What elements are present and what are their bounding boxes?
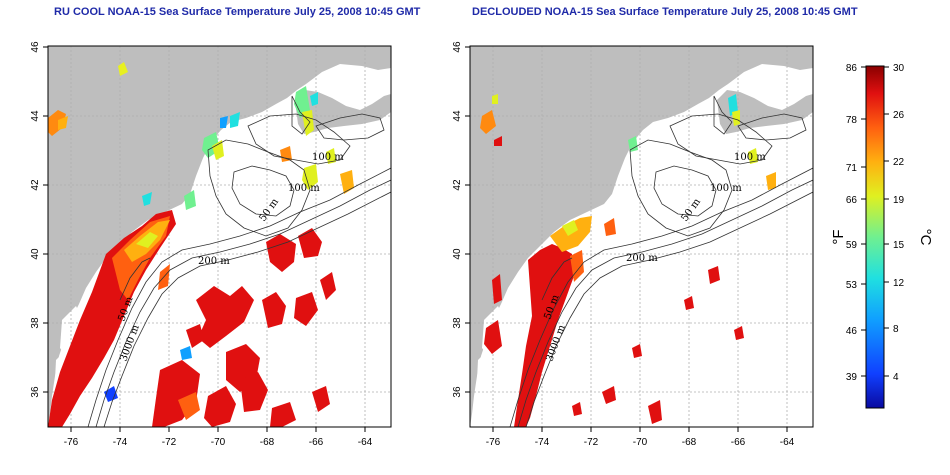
left-lat-tick-labels: 36 38 40 42 44 46 (30, 41, 41, 398)
celsius-tick-label: 19 (893, 195, 905, 206)
right-map-frame (469, 45, 814, 428)
lat-tick-label: 40 (30, 248, 41, 260)
lon-tick-label: -70 (211, 437, 226, 448)
left-map-frame (47, 45, 392, 428)
land-mass (48, 46, 391, 427)
lon-tick-label: -70 (633, 437, 648, 448)
isobath-label: 100 m (288, 183, 320, 194)
chesapeake (477, 352, 488, 386)
fahrenheit-tick-label: 59 (846, 240, 858, 251)
fahrenheit-tick-label: 46 (846, 326, 858, 337)
lon-tick-label: -76 (486, 437, 501, 448)
lon-tick-label: -66 (731, 437, 746, 448)
lon-tick-label: -68 (682, 437, 697, 448)
fahrenheit-tick-label: 66 (846, 195, 858, 206)
fahrenheit-tick-label: 71 (846, 163, 858, 174)
colorbar-ticks (861, 66, 889, 377)
colorbar-gradient (865, 65, 885, 409)
lon-tick-label: -74 (113, 437, 128, 448)
left-map-title: RU COOL NOAA-15 Sea Surface Temperature … (54, 6, 421, 18)
fahrenheit-tick-label: 39 (846, 372, 858, 383)
fahrenheit-tick-label: 53 (846, 280, 858, 291)
right-lon-tick-labels: -76 -74 -72 -70 -68 -66 -64 (486, 437, 795, 448)
lat-tick-label: 46 (452, 41, 463, 53)
isobath-contours (509, 95, 813, 427)
lat-tick-label: 38 (452, 317, 463, 329)
celsius-tick-label: 30 (893, 63, 905, 74)
chesapeake (55, 352, 66, 386)
lat-tick-label: 44 (452, 110, 463, 122)
left-lon-tick-labels: -76 -74 -72 -70 -68 -66 -64 (64, 437, 373, 448)
lat-tick-label: 36 (30, 386, 41, 398)
right-map-title: DECLOUDED NOAA-15 Sea Surface Temperatur… (472, 6, 858, 18)
right-ticks (465, 46, 788, 432)
left-ticks (43, 46, 366, 432)
celsius-tick-label: 12 (893, 278, 905, 289)
land-mass (470, 46, 813, 427)
right-geography (470, 46, 813, 427)
isobath-label: 100 m (710, 183, 742, 194)
fahrenheit-unit-label: °F (830, 229, 847, 244)
lon-tick-label: -72 (584, 437, 599, 448)
lat-tick-label: 42 (452, 179, 463, 191)
isobath-contours (87, 95, 391, 427)
lon-tick-label: -76 (64, 437, 79, 448)
lon-tick-label: -72 (162, 437, 177, 448)
right-lat-tick-labels: 36 38 40 42 44 46 (452, 41, 463, 398)
fahrenheit-tick-labels: 86 78 71 66 59 53 46 39 (846, 63, 858, 383)
celsius-tick-label: 15 (893, 240, 905, 251)
lon-tick-label: -68 (260, 437, 275, 448)
right-map-body (470, 46, 813, 427)
lat-tick-label: 42 (30, 179, 41, 191)
lat-tick-label: 36 (452, 386, 463, 398)
lon-tick-label: -74 (535, 437, 550, 448)
celsius-tick-label: 26 (893, 110, 905, 121)
right-map-panel: 100 m 100 m 50 m 200 m 50 m 3000 m -76 -… (452, 41, 814, 448)
fahrenheit-tick-label: 86 (846, 63, 858, 74)
sst-patches (480, 94, 776, 427)
lon-tick-label: -66 (309, 437, 324, 448)
left-map-body (48, 46, 391, 427)
celsius-tick-label: 8 (893, 324, 899, 335)
isobath-label: 200 m (198, 256, 230, 267)
celsius-tick-label: 4 (893, 372, 899, 383)
left-map-panel: 100 m 100 m 50 m 200 m 50 m 3000 m -76 -… (30, 41, 392, 448)
isobath-label: 100 m (312, 152, 344, 163)
lat-tick-label: 46 (30, 41, 41, 53)
lat-tick-label: 40 (452, 248, 463, 260)
nova-scotia (717, 90, 813, 134)
celsius-tick-labels: 30 26 22 19 15 12 8 4 (893, 63, 905, 383)
fahrenheit-tick-label: 78 (846, 115, 858, 126)
lat-tick-label: 44 (30, 110, 41, 122)
isobath-label: 200 m (626, 253, 658, 264)
nova-scotia (295, 90, 391, 134)
lon-tick-label: -64 (358, 437, 373, 448)
celsius-tick-label: 22 (893, 157, 905, 168)
lon-tick-label: -64 (780, 437, 795, 448)
isobath-label: 100 m (734, 152, 766, 163)
temperature-colorbar: 86 78 71 66 59 53 46 39 30 26 22 19 15 1… (830, 63, 934, 409)
lat-tick-label: 38 (30, 317, 41, 329)
celsius-unit-label: °C (917, 229, 934, 246)
